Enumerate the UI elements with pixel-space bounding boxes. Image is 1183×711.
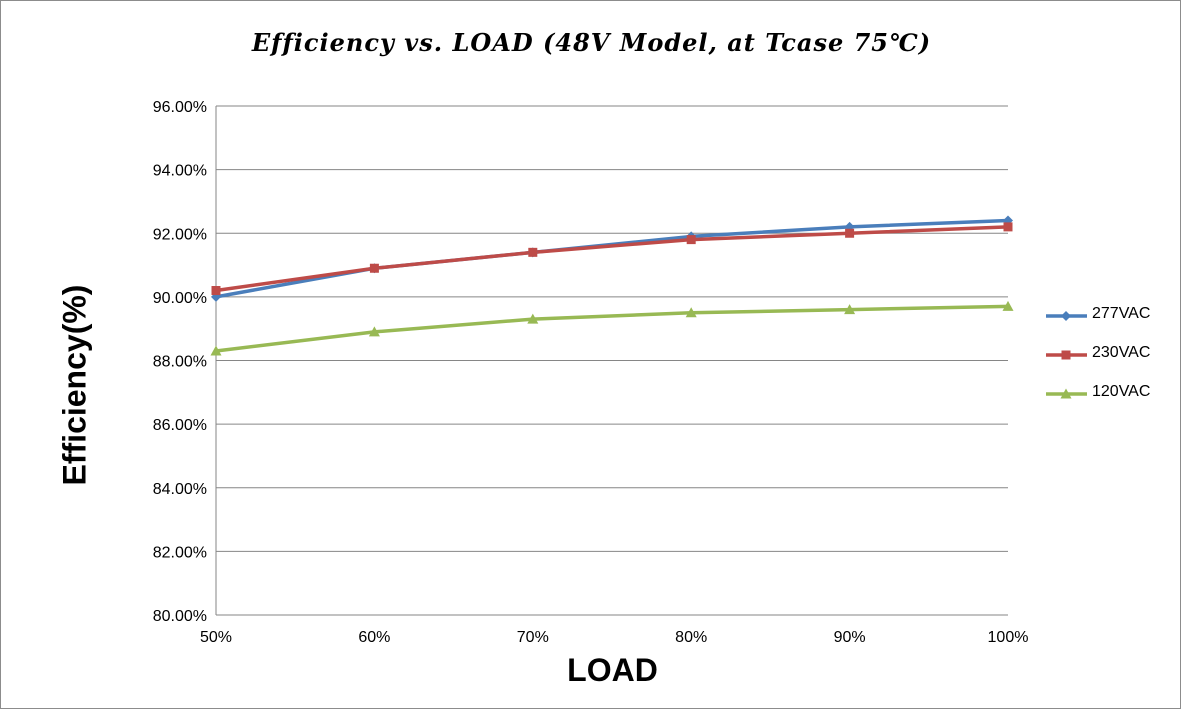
data-point-230VAC [528,247,538,257]
data-point-120VAC [527,313,539,324]
data-point-120VAC [368,326,380,337]
x-tick-label: 90% [834,629,866,646]
series-line-230VAC [215,225,1009,293]
series-line-120VAC [215,304,1009,353]
y-tick-label: 86.00% [153,417,207,434]
y-tick-label: 82.00% [153,544,207,561]
legend-label: 277VAC [1092,305,1151,322]
data-point-230VAC [211,286,221,296]
x-tick-label: 60% [358,629,390,646]
chart-title: Efficiency vs. LOAD (48V Model, at Tcase… [251,28,932,57]
x-tick-label: 50% [200,629,232,646]
legend-marker [1061,350,1071,360]
data-point-230VAC [686,235,696,245]
x-tick-label: 100% [988,629,1029,646]
data-point-120VAC [844,304,856,315]
y-tick-label: 80.00% [153,608,207,625]
legend-marker [1061,311,1071,321]
x-axis-label: LOAD [567,652,658,688]
data-point-230VAC [845,228,855,238]
legend-swatch [1046,311,1087,321]
legend-swatch [1046,388,1087,399]
x-tick-label: 70% [517,629,549,646]
y-tick-label: 92.00% [153,226,207,243]
y-tick-label: 90.00% [153,290,207,307]
legend-swatch [1046,350,1087,360]
y-tick-label: 94.00% [153,163,207,180]
data-point-120VAC [1002,300,1014,311]
data-point-120VAC [685,307,697,318]
data-point-230VAC [1003,222,1013,232]
data-point-230VAC [369,263,379,273]
legend-label: 120VAC [1092,383,1151,400]
x-tick-label: 80% [675,629,707,646]
legend-label: 230VAC [1092,344,1151,361]
y-tick-label: 88.00% [153,354,207,371]
data-point-120VAC [210,345,222,356]
y-tick-label: 96.00% [153,99,207,116]
y-tick-label: 84.00% [153,481,207,498]
legend-marker [1060,388,1072,399]
